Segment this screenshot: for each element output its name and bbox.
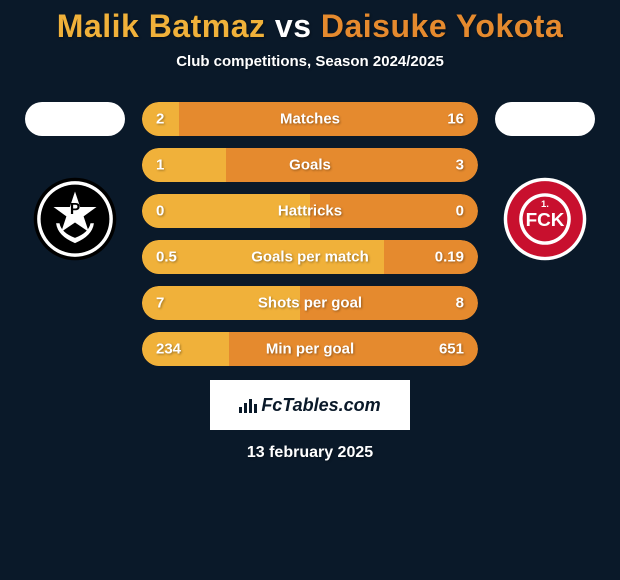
stat-row: 7 8 Shots per goal <box>142 286 478 320</box>
right-side: 1. FCK <box>490 102 600 262</box>
comparison-title: Malik Batmaz vs Daisuke Yokota <box>0 0 620 45</box>
stat-row: 0 0 Hattricks <box>142 194 478 228</box>
player1-name: Malik Batmaz <box>57 8 266 44</box>
kaiserslautern-logo: 1. FCK <box>502 176 588 262</box>
stat-left-value: 0 <box>156 203 164 220</box>
date-text: 13 february 2025 <box>0 444 620 462</box>
subtitle: Club competitions, Season 2024/2025 <box>0 53 620 70</box>
brand-text: FcTables.com <box>261 395 380 416</box>
stat-left-value: 234 <box>156 341 181 358</box>
stat-left-value: 1 <box>156 157 164 174</box>
stat-right-value: 16 <box>447 111 464 128</box>
svg-text:FCK: FCK <box>526 210 565 231</box>
stat-label: Goals <box>289 157 331 174</box>
stat-right-value: 0.19 <box>435 249 464 266</box>
stat-left-value: 7 <box>156 295 164 312</box>
svg-text:P: P <box>70 201 80 218</box>
brand-bars-icon <box>239 397 257 413</box>
brand-logo: FcTables.com <box>239 395 380 416</box>
stat-row: 1 3 Goals <box>142 148 478 182</box>
stat-row: 2 16 Matches <box>142 102 478 136</box>
stat-label: Goals per match <box>251 249 369 266</box>
stat-right-value: 0 <box>456 203 464 220</box>
stat-bar-left <box>142 148 226 182</box>
stat-row: 234 651 Min per goal <box>142 332 478 366</box>
stat-left-value: 2 <box>156 111 164 128</box>
stat-right-value: 8 <box>456 295 464 312</box>
player2-name: Daisuke Yokota <box>321 8 563 44</box>
stat-right-value: 3 <box>456 157 464 174</box>
svg-text:1.: 1. <box>541 199 549 210</box>
stat-left-value: 0.5 <box>156 249 177 266</box>
vs-text: vs <box>275 8 312 44</box>
stats-container: 2 16 Matches 1 3 Goals 0 0 Hattricks 0.5 0.19 Goals… <box>142 102 478 366</box>
preussen-munster-logo: P <box>32 176 118 262</box>
stat-row: 0.5 0.19 Goals per match <box>142 240 478 274</box>
left-side: P <box>20 102 130 262</box>
player2-photo-placeholder <box>495 102 595 136</box>
stat-label: Min per goal <box>266 341 354 358</box>
stat-label: Matches <box>280 111 340 128</box>
stat-label: Hattricks <box>278 203 342 220</box>
brand-box: FcTables.com <box>210 380 410 430</box>
player1-photo-placeholder <box>25 102 125 136</box>
stat-label: Shots per goal <box>258 295 362 312</box>
main-content: P 2 16 Matches 1 3 Goals 0 0 Hattricks 0.5 0.19 Goa… <box>0 102 620 366</box>
stat-right-value: 651 <box>439 341 464 358</box>
